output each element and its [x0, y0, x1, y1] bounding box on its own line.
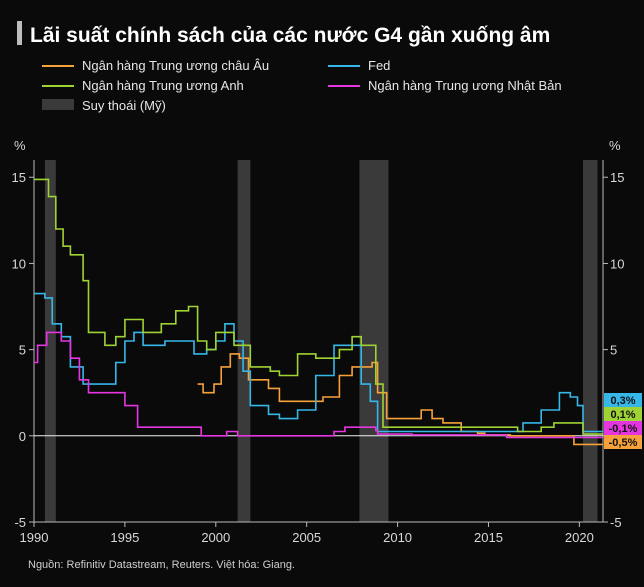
legend: Ngân hàng Trung ương châu Âu Fed Ngân hàng…	[42, 58, 562, 113]
y-unit-left: %	[14, 138, 26, 153]
axes: %%-5-50055101015151990199520002005201020…	[12, 138, 625, 545]
end-label-box	[604, 407, 642, 421]
end-label-box	[604, 435, 642, 449]
y-tick-label-right: 10	[610, 256, 624, 271]
legend-label-recession: Suy thoái (Mỹ)	[82, 98, 166, 113]
end-label: 0,1%	[610, 409, 635, 421]
series-line-0	[197, 353, 603, 446]
y-tick-label-left: 5	[19, 343, 26, 358]
x-tick-label: 1990	[20, 530, 49, 545]
end-label: -0,1%	[609, 423, 638, 435]
series-lines	[34, 178, 603, 446]
y-tick-label-right: 5	[610, 343, 617, 358]
series-line-2	[34, 178, 603, 435]
y-tick-label-left: 0	[19, 429, 26, 444]
y-tick-label-right: 15	[610, 170, 624, 185]
legend-label: Fed	[368, 58, 390, 73]
x-tick-label: 2010	[383, 530, 412, 545]
recession-band	[44, 160, 56, 522]
series-line-3	[34, 331, 603, 439]
series-line-1	[34, 292, 603, 433]
legend-label: Ngân hàng Trung ương Nhật Bản	[368, 78, 562, 93]
end-label-box	[604, 393, 642, 407]
recession-band	[237, 160, 251, 522]
legend-swatch-recession	[42, 99, 74, 110]
legend-label: Ngân hàng Trung ương châu Âu	[82, 58, 269, 73]
x-tick-label: 2000	[201, 530, 230, 545]
y-unit-right: %	[609, 138, 621, 153]
recession-band	[359, 160, 389, 522]
title-bar-accent	[17, 21, 22, 45]
x-tick-label: 2005	[292, 530, 321, 545]
end-label: 0,3%	[610, 395, 635, 407]
recession-band	[583, 160, 598, 522]
end-label-box	[604, 421, 642, 435]
end-label: -0,5%	[609, 437, 638, 449]
x-tick-label: 1995	[110, 530, 139, 545]
legend-label: Ngân hàng Trung ương Anh	[82, 78, 244, 93]
x-tick-label: 2015	[474, 530, 503, 545]
y-tick-label-right: -5	[610, 515, 622, 530]
end-labels: -0,5% 0,3% 0,1% -0,1%	[604, 393, 642, 449]
y-tick-label-left: 10	[12, 256, 26, 271]
chart-title: Lãi suất chính sách của các nước G4 gần …	[30, 24, 550, 47]
y-tick-label-left: 15	[12, 170, 26, 185]
x-tick-label: 2020	[565, 530, 594, 545]
source-note: Nguồn: Refinitiv Datastream, Reuters. Vi…	[28, 559, 295, 571]
y-tick-label-left: -5	[14, 515, 26, 530]
